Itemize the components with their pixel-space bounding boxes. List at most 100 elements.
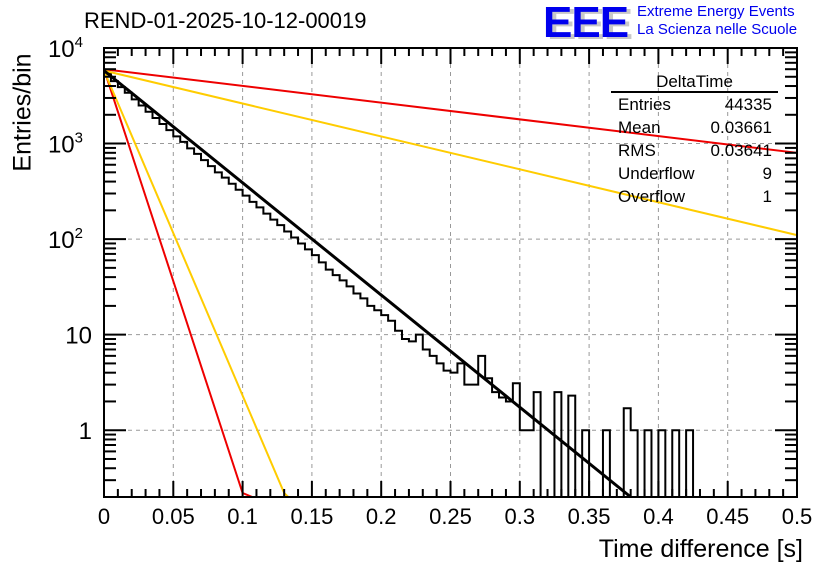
histogram-bin xyxy=(291,237,298,497)
histogram-bin xyxy=(201,160,208,497)
stats-label: Mean xyxy=(618,118,661,137)
stats-row: RMS 0.03641 xyxy=(611,139,778,162)
logo-caption: Extreme Energy Events La Scienza nelle S… xyxy=(637,3,797,39)
histogram-bin xyxy=(333,275,340,497)
y-tick-label: 104 xyxy=(48,34,83,63)
stats-value: 9 xyxy=(762,164,772,183)
x-tick-label: 0.2 xyxy=(366,504,397,529)
histogram-bin xyxy=(423,349,430,497)
histogram-bin xyxy=(554,392,561,497)
grid-lines xyxy=(104,48,797,497)
series-line xyxy=(103,68,253,498)
histogram-bin xyxy=(527,430,534,497)
x-tick-label: 0.35 xyxy=(568,504,611,529)
stats-title: DeltaTime xyxy=(611,72,778,93)
histogram-bin xyxy=(166,130,173,497)
histogram-bin xyxy=(381,315,388,497)
y-tick-label: 103 xyxy=(48,130,83,159)
stats-value: 0.03661 xyxy=(710,118,772,137)
x-axis-label: Time difference [s] xyxy=(598,535,803,563)
x-tick-label: 0.45 xyxy=(706,504,749,529)
histogram-bin xyxy=(499,397,506,497)
histogram-bin xyxy=(388,321,395,497)
histogram-bin xyxy=(672,430,679,497)
histogram-bin xyxy=(471,385,478,497)
histogram-bin xyxy=(277,225,284,497)
histogram-bin xyxy=(187,148,194,497)
stats-value: 44335 xyxy=(724,95,772,114)
histogram-bin xyxy=(402,339,409,497)
histogram-bin xyxy=(312,255,319,497)
logo-letters: EEE xyxy=(543,2,628,42)
y-tick-label: 10 xyxy=(65,323,92,350)
series-line xyxy=(103,69,798,237)
y-tick-label: 1 xyxy=(79,418,92,445)
histogram-bin xyxy=(631,430,638,497)
logo-shadow: EEE xyxy=(547,2,632,42)
histogram-bin xyxy=(250,202,257,497)
stats-label: Entries xyxy=(618,95,671,114)
histogram-bin xyxy=(208,166,215,497)
histogram-bin xyxy=(236,190,243,497)
histogram-bin xyxy=(444,371,451,497)
histogram-bin xyxy=(624,408,631,497)
stats-row: Overflow 1 xyxy=(611,185,778,208)
stats-box: DeltaTime Entries 44335 Mean 0.03661 RMS 0.03… xyxy=(611,72,778,208)
histogram-bin xyxy=(534,392,541,497)
histogram-bin xyxy=(319,262,326,497)
histogram-bin xyxy=(326,270,333,497)
histogram-bin xyxy=(416,335,423,497)
stats-value: 0.03641 xyxy=(710,141,772,160)
histogram-bin xyxy=(686,430,693,497)
series-line xyxy=(103,68,798,154)
histogram-bin xyxy=(256,207,263,497)
histogram-bin xyxy=(118,87,125,497)
chart-title: REND-01-2025-10-12-00019 xyxy=(84,8,367,33)
stats-row: Mean 0.03661 xyxy=(611,116,778,139)
histogram-bin xyxy=(347,286,354,497)
x-tick-label: 0.15 xyxy=(290,504,333,529)
series-line xyxy=(103,70,290,498)
histogram-bin xyxy=(520,430,527,497)
stats-label: Overflow xyxy=(618,187,686,206)
histogram-bin xyxy=(464,385,471,497)
histogram-bin xyxy=(153,118,160,497)
histogram-bin xyxy=(173,136,180,497)
histogram-bin xyxy=(430,356,437,497)
x-tick-label: 0.5 xyxy=(782,504,813,529)
histogram-bin xyxy=(513,383,520,497)
stats-row: Entries 44335 xyxy=(611,93,778,116)
histogram-bin xyxy=(492,392,499,497)
x-tick-label: 0.4 xyxy=(643,504,674,529)
histogram-bin xyxy=(270,220,277,497)
stats-row: Underflow 9 xyxy=(611,162,778,185)
x-tick-label: 0 xyxy=(98,504,110,529)
histogram-bin xyxy=(194,154,201,497)
histogram-bin xyxy=(298,243,305,497)
histogram-bin xyxy=(284,232,291,497)
histogram-bin xyxy=(360,298,367,497)
y-axis-label: Entries/bin xyxy=(8,53,37,172)
series-line xyxy=(103,69,632,499)
histogram-bin xyxy=(395,331,402,497)
histogram-bin xyxy=(506,401,513,497)
histogram-bin xyxy=(229,184,236,497)
x-tick-label: 0.25 xyxy=(429,504,472,529)
logo-line2: La Scienza nelle Scuole xyxy=(637,21,798,38)
histogram-bin xyxy=(645,430,652,497)
x-tick-label: 0.3 xyxy=(505,504,536,529)
y-tick-label: 102 xyxy=(48,225,83,254)
stats-label: RMS xyxy=(618,141,656,160)
eee-logo-icon: EEE EEE xyxy=(543,2,633,42)
histogram-bin xyxy=(603,430,610,497)
histogram-bin xyxy=(340,280,347,497)
histogram-bin xyxy=(658,430,665,497)
histogram-bin xyxy=(374,310,381,497)
histogram-bin xyxy=(159,124,166,497)
x-tick-label: 0.05 xyxy=(152,504,195,529)
stats-label: Underflow xyxy=(618,164,695,183)
histogram-bin xyxy=(243,196,250,497)
logo-line1: Extreme Energy Events xyxy=(637,3,795,20)
